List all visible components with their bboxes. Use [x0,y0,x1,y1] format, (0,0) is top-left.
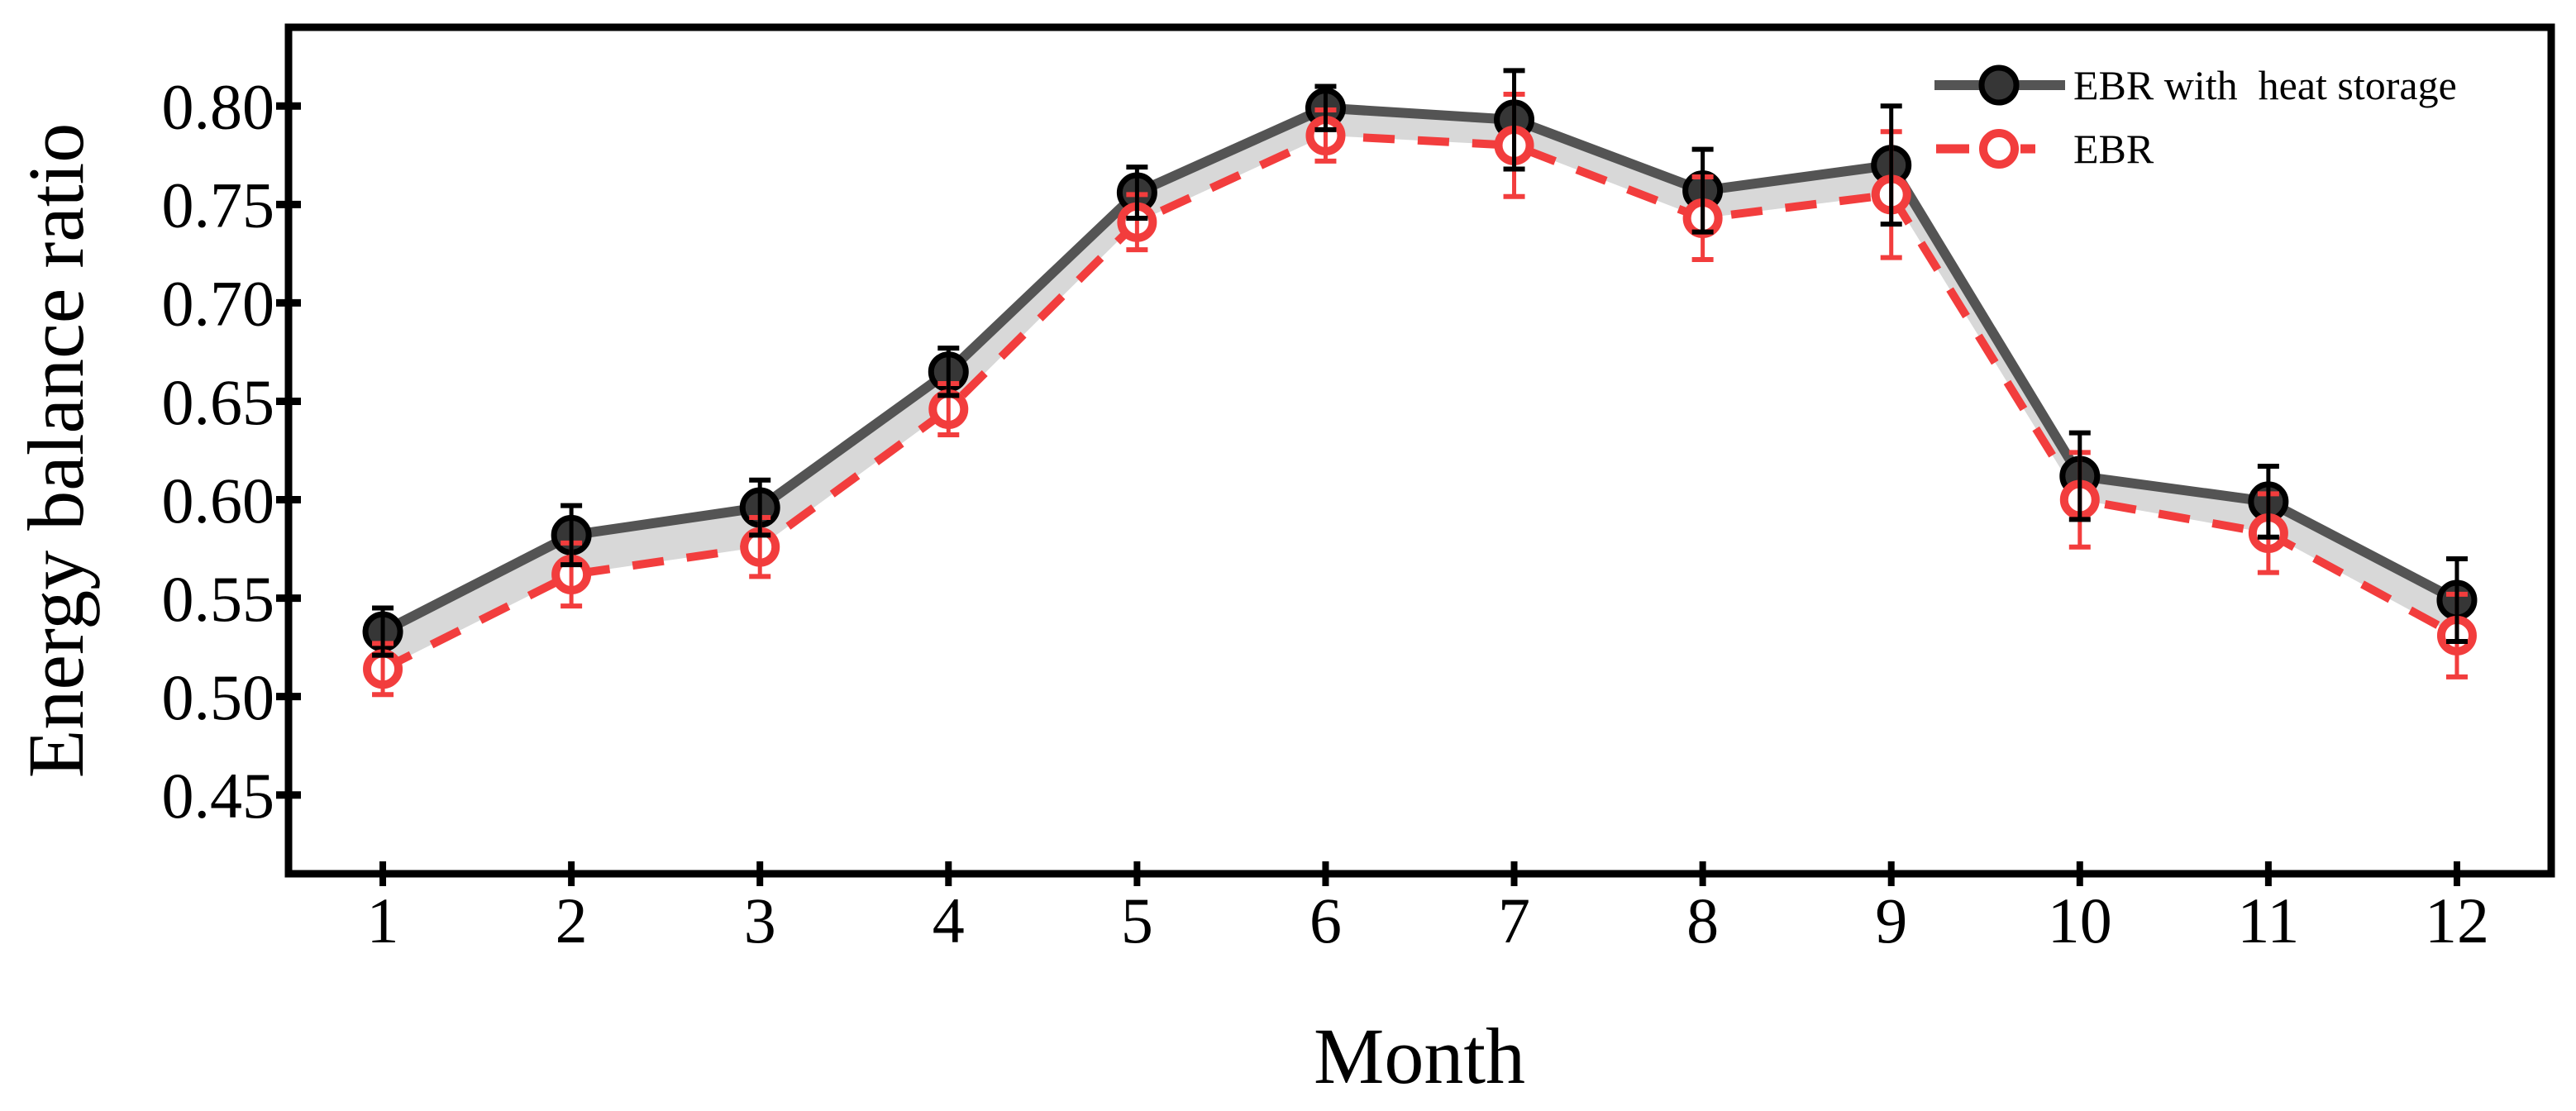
x-tick-label: 2 [556,885,588,956]
y-tick-label: 0.45 [162,760,275,832]
plot-frame [284,23,2555,878]
line-ebr [380,131,2459,673]
y-tick-label: 0.80 [162,71,275,143]
legend-label-ebr-heat-storage: EBR with heat storage [2073,62,2457,108]
x-tick-label: 9 [1875,885,1907,956]
x-tick-label: 6 [1309,885,1342,956]
x-tick-label: 12 [2425,885,2489,956]
y-tick-label: 0.70 [162,268,275,340]
x-tick-label: 3 [744,885,776,956]
plot-area: 0.450.500.550.600.650.700.750.801 2 3 4 5 6 7 8… [162,23,2555,956]
x-tick-label: 10 [2048,885,2112,956]
legend-marker-open-circle-icon [1979,129,2019,169]
x-tick-label: 1 [367,885,399,956]
legend-entry-ebr: EBR [1936,126,2154,172]
y-tick-label: 0.65 [162,366,275,438]
y-tick-label: 0.55 [162,563,275,635]
x-tick-label: 7 [1498,885,1530,956]
series-band [383,107,2457,670]
line-ebr-with-heat-storage [380,103,2459,637]
x-tick-label: 5 [1121,885,1153,956]
y-tick-label: 0.50 [162,661,275,733]
x-tick-label: 4 [933,885,965,956]
x-tick-label: 11 [2237,885,2299,956]
legend: EBR with heat storage EBR [1934,62,2457,172]
x-tick-label: 8 [1686,885,1719,956]
legend-label-ebr: EBR [2073,126,2154,172]
legend-entry-ebr-heat-storage: EBR with heat storage [1934,62,2457,108]
y-axis-title: Energy balance ratio [12,123,100,779]
x-axis-title: Month [1314,1012,1525,1100]
y-tick-label: 0.75 [162,169,275,241]
legend-marker-filled-circle-icon [1978,64,2020,106]
y-tick-label: 0.60 [162,465,275,536]
